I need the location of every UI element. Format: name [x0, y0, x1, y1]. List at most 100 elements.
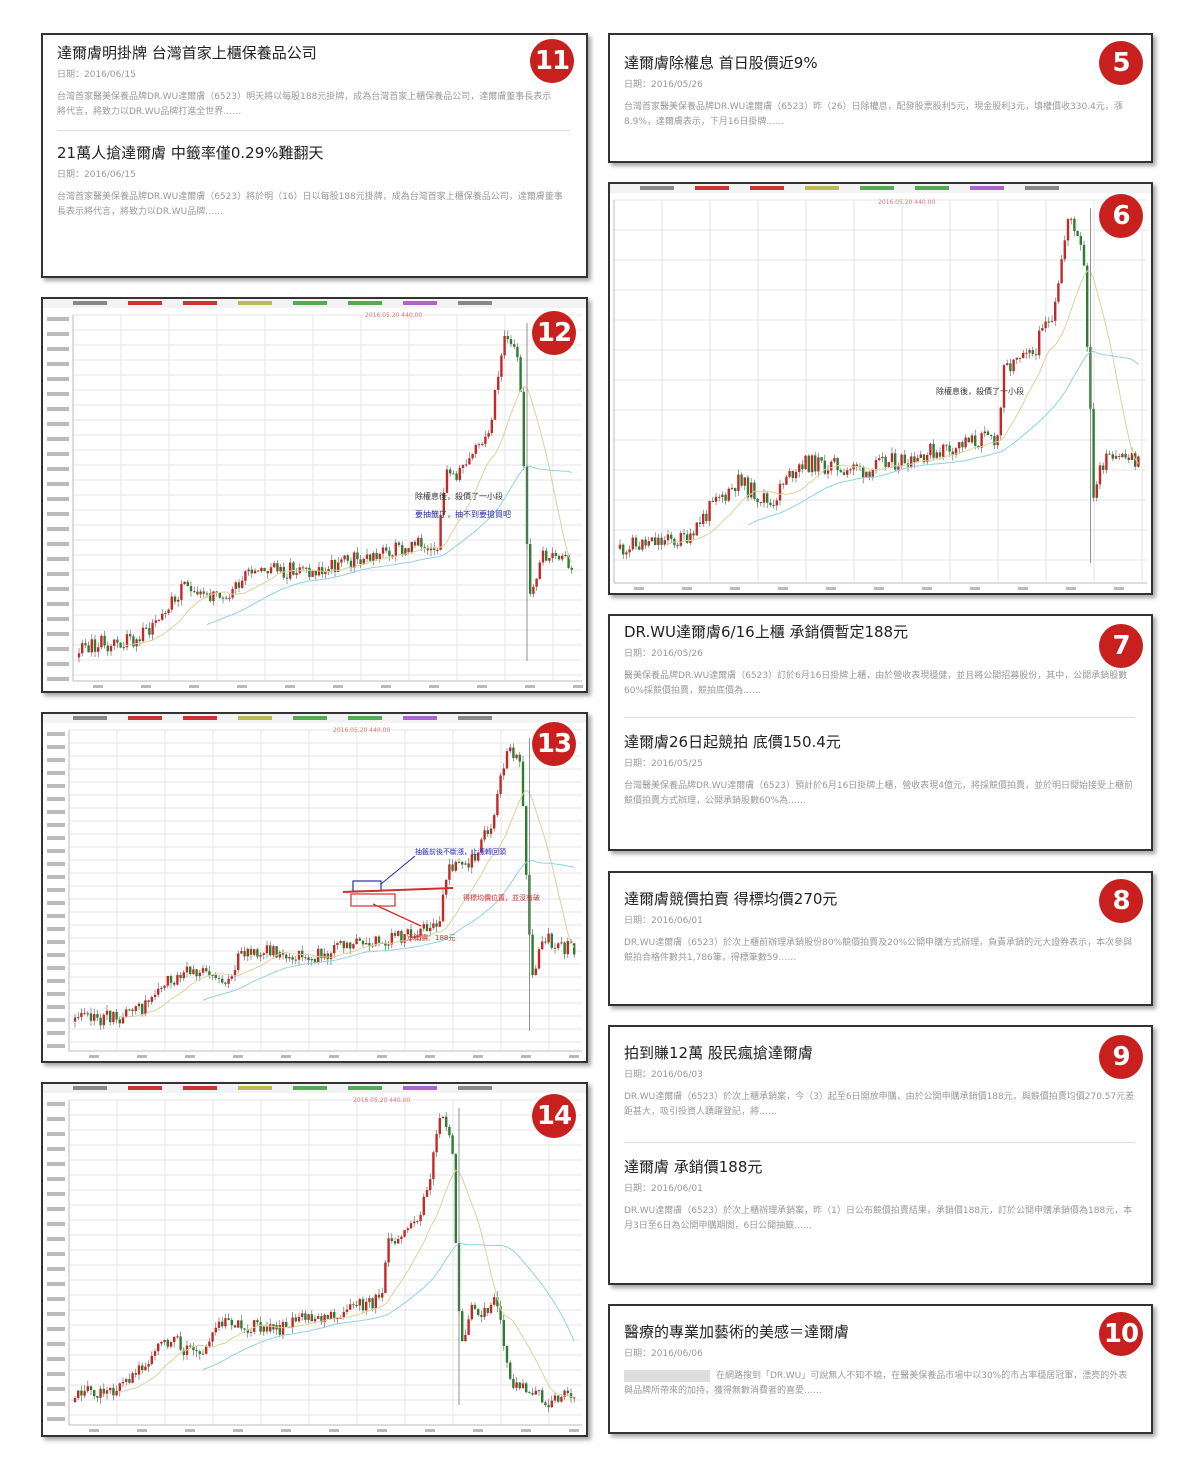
candle — [365, 554, 369, 559]
candle — [329, 953, 333, 960]
x-tick-label — [429, 685, 439, 688]
news-item[interactable]: 拍到賺12萬 股民瘋搶達爾膚 日期：2016/06/03 DR.WU達爾膚（65… — [610, 1027, 1151, 1240]
candle — [544, 941, 547, 943]
news-item[interactable]: DR.WU達爾膚6/16上櫃 承銷價暫定188元 日期：2016/05/26 醫… — [610, 616, 1151, 815]
news-headline[interactable]: 達爾膚明掛牌 台灣首家上櫃保養品公司 — [57, 44, 317, 62]
candle — [740, 474, 743, 486]
news-headline[interactable]: 達爾膚26日起競拍 底價150.4元 — [624, 733, 841, 751]
candle — [109, 1387, 112, 1391]
candle — [435, 1134, 438, 1153]
candle — [208, 971, 211, 976]
candle — [702, 513, 705, 525]
candle — [874, 460, 878, 471]
y-tick-label — [47, 512, 69, 516]
y-tick-label — [47, 1282, 65, 1286]
candle — [217, 1321, 221, 1328]
candle — [176, 974, 179, 985]
candle — [746, 477, 750, 498]
candle — [1041, 328, 1044, 331]
candle — [1002, 365, 1006, 408]
candle — [259, 1322, 262, 1332]
candle — [833, 457, 836, 462]
candle — [160, 1341, 163, 1344]
candle — [820, 457, 823, 461]
candle — [157, 1343, 160, 1352]
candle — [1025, 352, 1028, 354]
candle — [724, 494, 727, 501]
moving-average-line — [119, 789, 575, 1018]
y-tick-label — [47, 617, 69, 621]
candle — [481, 443, 484, 445]
news-item[interactable]: 達爾膚競價拍賣 得標均價270元 日期：2016/06/01 DR.WU達爾膚（… — [610, 873, 1151, 972]
candle — [711, 501, 714, 503]
news-headline[interactable]: DR.WU達爾膚6/16上櫃 承銷價暫定188元 — [624, 623, 909, 641]
news-date: 日期：2016/06/03 — [624, 1070, 703, 1080]
candle — [112, 1011, 115, 1023]
candle — [489, 828, 493, 834]
candle — [407, 548, 410, 553]
news-date: 日期：2016/05/25 — [624, 759, 703, 769]
news-item[interactable]: 達爾膚除權息 首日股價近9% 日期：2016/05/26 台灣首家醫美保養品牌D… — [610, 35, 1151, 136]
candle — [97, 647, 100, 652]
candle — [951, 451, 954, 455]
candle — [185, 966, 189, 973]
candle — [323, 1314, 326, 1323]
news-headline[interactable]: 達爾膚 承銷價188元 — [624, 1158, 763, 1176]
news-item[interactable]: 醫療的專業加藝術的美感＝達爾膚 日期：2016/06/06 在網路搜到「DR.W… — [610, 1306, 1151, 1405]
x-tick-label — [329, 1429, 339, 1432]
news-summary: 台灣醫美保養品牌DR.WU達爾膚（6523）預計於6月16日掛牌上櫃，營收表現4… — [624, 781, 1134, 806]
candle — [317, 948, 320, 963]
news-headline[interactable]: 21萬人搶達爾膚 中籤率僅0.29%難翻天 — [57, 144, 324, 162]
chart-panel-14: 14 2016.05.20 440.00 — [41, 1082, 588, 1437]
news-headline[interactable]: 拍到賺12萬 股民瘋搶達爾膚 — [624, 1044, 813, 1062]
y-tick-label — [47, 1417, 65, 1421]
y-tick-label — [47, 332, 69, 336]
candle — [433, 547, 436, 550]
candle — [409, 1223, 413, 1229]
candle — [161, 613, 164, 620]
candle — [512, 747, 515, 759]
candle — [288, 957, 291, 959]
candle — [276, 563, 279, 572]
y-tick-label — [47, 497, 69, 501]
candle — [180, 583, 183, 600]
candle — [750, 482, 753, 498]
news-item[interactable]: 達爾膚明掛牌 台灣首家上櫃保養品公司 日期：2016/06/15 台灣首家醫美保… — [43, 35, 586, 226]
news-headline[interactable]: 醫療的專業加藝術的美感＝達爾膚 — [624, 1323, 850, 1341]
candle — [493, 389, 497, 420]
candle — [269, 567, 273, 574]
candle — [374, 1294, 377, 1309]
candle — [489, 1304, 493, 1313]
candle — [772, 504, 775, 506]
candle — [182, 1349, 185, 1355]
legend-entry — [970, 186, 1004, 190]
candle — [144, 1000, 147, 1015]
y-tick-label — [47, 587, 69, 591]
y-tick-label — [47, 482, 69, 486]
news-date: 日期：2016/06/01 — [624, 1184, 703, 1194]
candle — [323, 953, 326, 959]
candle — [1066, 219, 1070, 241]
candle — [413, 936, 416, 938]
legend-entry — [238, 301, 272, 305]
x-tick-label — [377, 1055, 387, 1058]
candle — [550, 933, 553, 948]
chart-annotation: 得標均價位置，並沒有破 — [463, 893, 540, 902]
y-tick-label — [47, 914, 65, 918]
news-summary: 台灣首家醫美保養品牌DR.WU達爾膚（6523）昨（26）日除權息，配發股票股利… — [624, 102, 1123, 127]
news-headline[interactable]: 達爾膚競價拍賣 得標均價270元 — [624, 890, 838, 908]
y-tick-label — [47, 1132, 65, 1136]
news-headline[interactable]: 達爾膚除權息 首日股價近9% — [624, 54, 818, 72]
candle — [557, 943, 560, 949]
moving-average-line — [747, 350, 1139, 526]
candle — [839, 470, 842, 473]
candle — [198, 972, 201, 977]
candle — [137, 1003, 141, 1007]
candle — [416, 935, 419, 937]
x-tick-label — [778, 587, 788, 590]
y-tick-label — [47, 823, 65, 827]
candle — [759, 502, 762, 504]
candle — [525, 1383, 528, 1393]
candle — [121, 1017, 125, 1024]
candle — [390, 1238, 393, 1242]
